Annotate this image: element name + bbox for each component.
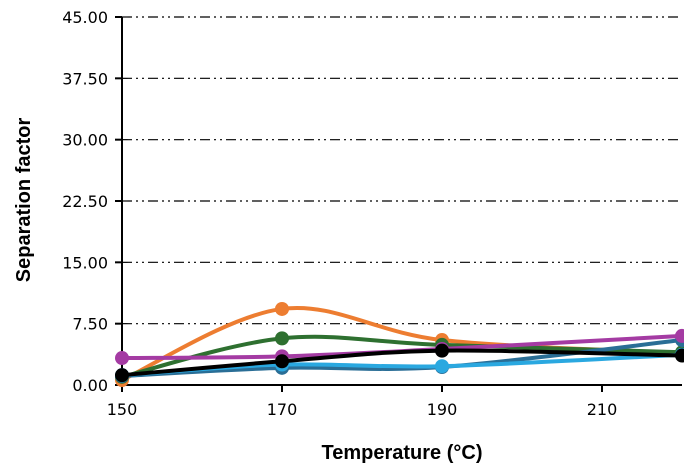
y-tick-label: 0.00 bbox=[72, 376, 108, 395]
data-point-s0-p1 bbox=[275, 301, 289, 316]
series-line-5 bbox=[120, 348, 684, 378]
y-tick-label: 7.50 bbox=[72, 315, 108, 334]
data-point-s5-p1 bbox=[275, 354, 289, 369]
x-axis-title: Temperature (°C) bbox=[322, 442, 483, 464]
x-tick-label: 150 bbox=[107, 400, 138, 419]
data-point-s4-p0 bbox=[115, 351, 129, 366]
series-5 bbox=[115, 343, 684, 383]
y-axis-title: Separation factor bbox=[13, 118, 35, 283]
y-tick-label: 15.00 bbox=[62, 253, 108, 272]
data-point-s4-p3 bbox=[675, 328, 684, 343]
x-tick-label: 190 bbox=[427, 400, 458, 419]
tick-labels: 0.00 7.50 15.00 22.50 30.00 37.50 45.00 150 170 1… bbox=[62, 8, 617, 419]
grid-lines bbox=[122, 16, 682, 325]
axes bbox=[115, 16, 682, 392]
x-tick-label: 210 bbox=[587, 400, 618, 419]
y-tick-label: 37.50 bbox=[62, 69, 108, 88]
series-group bbox=[115, 301, 684, 388]
y-tick-label: 45.00 bbox=[62, 8, 108, 27]
x-tick-label: 170 bbox=[267, 400, 298, 419]
data-point-s5-p0 bbox=[115, 368, 129, 383]
data-point-s5-p2 bbox=[435, 343, 449, 358]
y-tick-label: 22.50 bbox=[62, 192, 108, 211]
data-point-s3-p2 bbox=[435, 359, 449, 374]
y-tick-label: 30.00 bbox=[62, 131, 108, 150]
data-point-s1-p1 bbox=[275, 331, 289, 346]
series-0 bbox=[115, 301, 684, 388]
data-point-s5-p3 bbox=[675, 348, 684, 363]
